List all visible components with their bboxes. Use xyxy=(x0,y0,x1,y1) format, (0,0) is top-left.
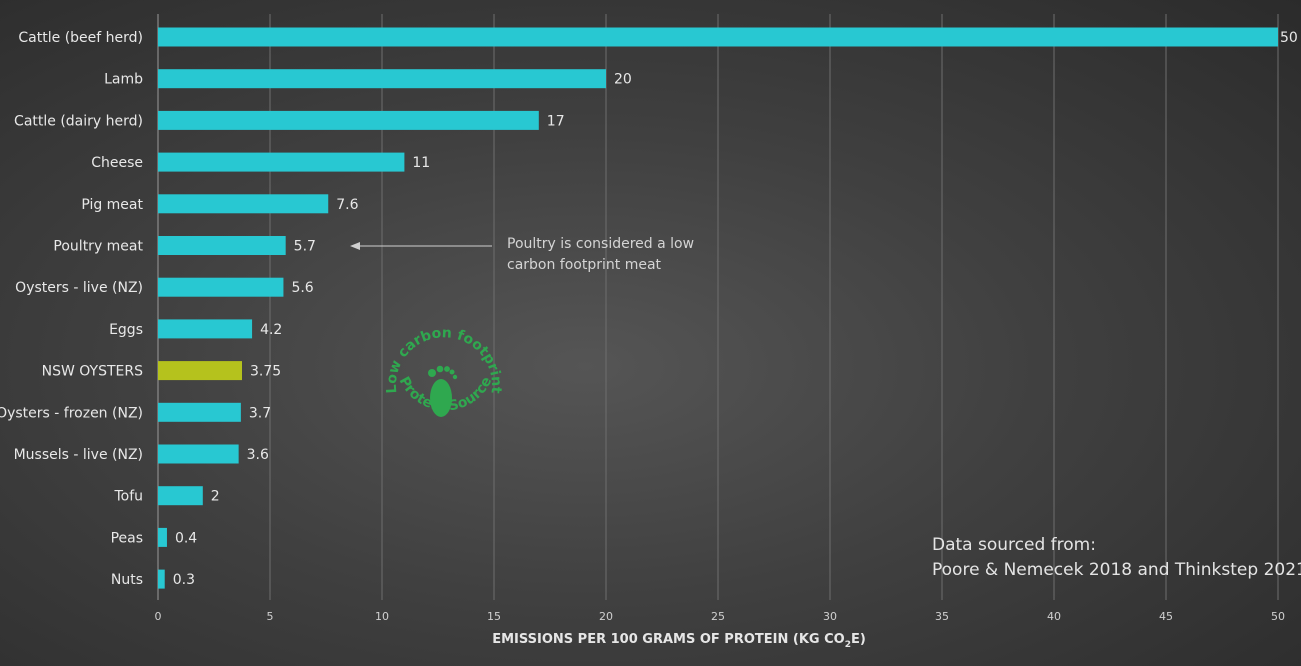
bar-tofu xyxy=(158,486,203,506)
bar-nuts xyxy=(158,569,165,589)
category-label: Cheese xyxy=(91,155,143,171)
category-label: Poultry meat xyxy=(53,239,143,255)
category-label: Oysters - live (NZ) xyxy=(15,280,143,296)
category-label: Tofu xyxy=(113,489,143,505)
value-label: 17 xyxy=(547,113,565,129)
x-tick-label: 15 xyxy=(487,610,501,623)
x-tick-label: 50 xyxy=(1271,610,1285,623)
bar-oysters-live-nz xyxy=(158,277,284,297)
annotation-text-line-2: carbon footprint meat xyxy=(507,257,662,273)
bar-lamb xyxy=(158,69,606,89)
poultry-annotation: Poultry is considered a low carbon footp… xyxy=(350,236,694,273)
value-label: 50 xyxy=(1280,30,1298,46)
source-line-2: Poore & Nemecek 2018 and Thinkstep 2021 xyxy=(932,560,1301,580)
category-label: Pig meat xyxy=(81,197,143,213)
bar-pig-meat xyxy=(158,194,329,214)
x-tick-label: 10 xyxy=(375,610,389,623)
value-label: 5.7 xyxy=(294,239,316,255)
x-axis-title: EMISSIONS PER 100 GRAMS OF PROTEIN (KG C… xyxy=(492,632,866,650)
category-label: Cattle (beef herd) xyxy=(18,30,143,46)
footprint-icon xyxy=(428,365,458,417)
low-carbon-stamp: Low carbon footprint Protein Source xyxy=(384,325,504,417)
x-tick-label: 40 xyxy=(1047,610,1061,623)
category-label: Mussels - live (NZ) xyxy=(14,447,143,463)
value-label: 11 xyxy=(412,155,430,171)
category-label: Nuts xyxy=(111,572,143,588)
gridlines xyxy=(269,14,1279,600)
bar-poultry-meat xyxy=(158,236,286,255)
bar-cattle-beef-herd xyxy=(158,27,1278,47)
x-tick-labels: 0 5 10 15 20 25 30 35 40 45 50 xyxy=(155,610,1286,623)
bar-eggs xyxy=(158,319,253,339)
value-label: 3.7 xyxy=(249,405,271,421)
source-line-1: Data sourced from: xyxy=(932,535,1096,555)
value-labels: 50 20 17 11 7.6 5.7 5.6 4.2 3.75 3.7 3.6 2 0.4 0.3 xyxy=(173,30,1298,588)
x-tick-label: 35 xyxy=(935,610,949,623)
value-label: 0.3 xyxy=(173,572,195,588)
category-label: Cattle (dairy herd) xyxy=(14,113,143,129)
value-label: 3.75 xyxy=(250,364,281,380)
bar-cattle-dairy-herd xyxy=(158,110,539,130)
annotation-arrow-head xyxy=(350,242,360,250)
x-tick-label: 25 xyxy=(711,610,725,623)
category-label: NSW OYSTERS xyxy=(42,364,143,380)
bar-oysters-frozen-nz xyxy=(158,402,241,422)
bar-mussels-live-nz xyxy=(158,444,239,464)
x-tick-label: 45 xyxy=(1159,610,1173,623)
value-label: 2 xyxy=(211,489,220,505)
category-label: Lamb xyxy=(104,72,143,88)
category-labels: Cattle (beef herd) Lamb Cattle (dairy herd… xyxy=(0,30,144,588)
x-tick-label: 30 xyxy=(823,610,837,623)
value-label: 20 xyxy=(614,72,632,88)
value-label: 7.6 xyxy=(336,197,358,213)
bar-cheese xyxy=(158,152,405,172)
value-label: 5.6 xyxy=(291,280,313,296)
annotation-text-line-1: Poultry is considered a low xyxy=(507,236,694,252)
bar-nsw-oysters xyxy=(158,361,242,381)
bar-peas xyxy=(158,527,167,547)
value-label: 0.4 xyxy=(175,530,197,546)
source-note: Data sourced from: Poore & Nemecek 2018 … xyxy=(932,535,1301,580)
category-label: Oysters - frozen (NZ) xyxy=(0,405,143,421)
category-label: Eggs xyxy=(109,322,143,338)
value-label: 4.2 xyxy=(260,322,282,338)
category-label: Peas xyxy=(111,530,143,546)
x-tick-label: 20 xyxy=(599,610,613,623)
value-label: 3.6 xyxy=(247,447,269,463)
x-tick-label: 0 xyxy=(155,610,162,623)
x-tick-label: 5 xyxy=(267,610,274,623)
bars xyxy=(158,27,1278,589)
